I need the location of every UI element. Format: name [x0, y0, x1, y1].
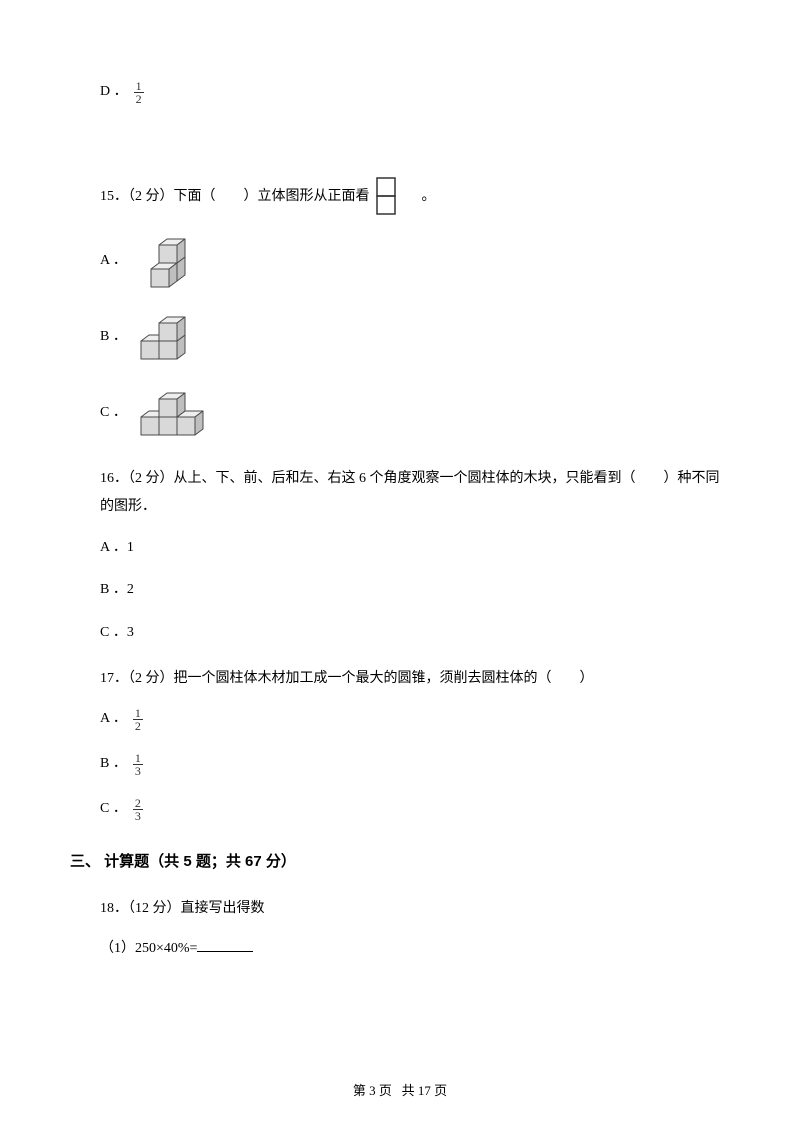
fraction-2-3: 2 3 [133, 797, 143, 822]
q16-option-a: A ．1 [70, 537, 730, 559]
q17-stem: 17．（2 分）把一个圆柱体木材加工成一个最大的圆锥，须削去圆柱体的（ ） [70, 668, 730, 690]
option-letter: B ． [100, 326, 127, 348]
fraction-1-3: 1 3 [133, 752, 143, 777]
q15-text-prefix: 15．（2 分）下面（ ）立体图形从正面看 [100, 186, 370, 208]
option-text: B ．2 [100, 579, 134, 601]
q16-stem: 16．（2 分）从上、下、前、后和左、右这 6 个角度观察一个圆柱体的木块，只能… [70, 465, 730, 521]
page-footer: 第 3 页 共 17 页 [0, 1081, 800, 1102]
cube-figure-a [133, 233, 203, 289]
q16-option-b: B ．2 [70, 579, 730, 601]
option-letter: C ． [100, 798, 127, 820]
option-letter: D ． [100, 81, 128, 103]
q17-text: 17．（2 分）把一个圆柱体木材加工成一个最大的圆锥，须削去圆柱体的（ ） [100, 671, 594, 686]
answer-blank [197, 938, 253, 952]
q18-sub1: （1）250×40%= [70, 938, 730, 960]
q15-option-b: B ． [70, 309, 730, 365]
option-letter: C ． [100, 402, 127, 424]
q15-option-a: A ． [70, 233, 730, 289]
section-3-title: 三、 计算题（共 5 题；共 67 分） [70, 853, 296, 870]
cube-figure-c [133, 385, 229, 441]
fraction-1-2: 1 2 [133, 707, 143, 732]
q16-option-c: C ．3 [70, 622, 730, 644]
footer-right: 共 17 页 [402, 1083, 448, 1098]
q17-option-a: A ． 1 2 [70, 707, 730, 732]
option-text: A ．1 [100, 537, 134, 559]
section-3-heading: 三、 计算题（共 5 题；共 67 分） [70, 850, 730, 874]
q18-stem: 18．（12 分）直接写出得数 [70, 898, 730, 920]
option-letter: B ． [100, 753, 127, 775]
q17-option-c: C ． 2 3 [70, 797, 730, 822]
footer-left: 第 3 页 [353, 1083, 392, 1098]
fraction-1-2: 1 2 [134, 80, 144, 105]
cube-figure-b [133, 311, 211, 363]
q16-text: 16．（2 分）从上、下、前、后和左、右这 6 个角度观察一个圆柱体的木块，只能… [100, 471, 720, 514]
option-text: C ．3 [100, 622, 134, 644]
q15-text-suffix: 。 [422, 186, 436, 208]
q17-option-b: B ． 1 3 [70, 752, 730, 777]
front-view-icon [376, 177, 396, 217]
option-letter: A ． [100, 250, 127, 272]
q15-option-c: C ． [70, 385, 730, 441]
q15-stem: 15．（2 分）下面（ ）立体图形从正面看 。 [70, 177, 730, 217]
q18-text: 18．（12 分）直接写出得数 [100, 901, 265, 916]
q14-option-d: D ． 1 2 [70, 80, 730, 105]
option-letter: A ． [100, 708, 127, 730]
q18-sub1-text: （1）250×40%= [100, 941, 197, 956]
